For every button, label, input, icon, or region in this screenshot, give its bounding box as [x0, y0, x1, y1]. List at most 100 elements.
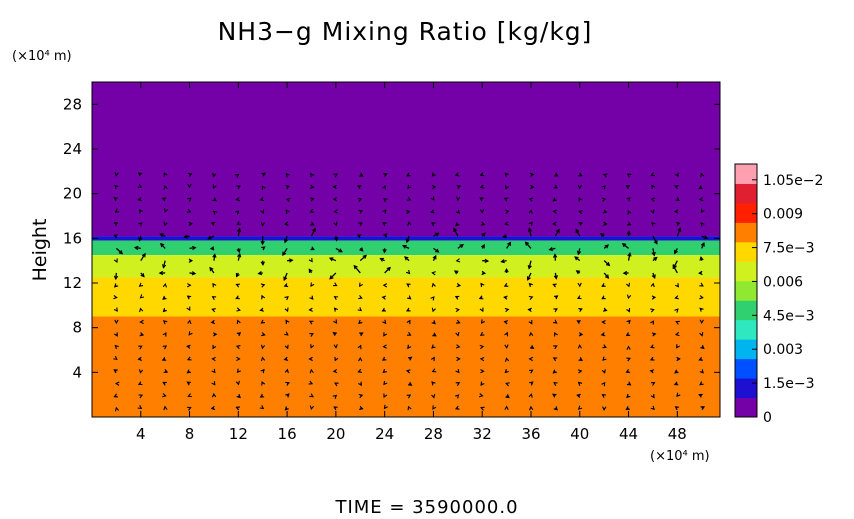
wind-vector-head	[432, 254, 437, 260]
wind-vector-head	[504, 368, 509, 374]
wind-vector-head	[114, 381, 120, 386]
wind-vector-head	[674, 185, 679, 190]
wind-vector-head	[431, 271, 436, 276]
wind-vector-head	[528, 197, 534, 202]
wind-vector-head	[138, 345, 143, 350]
wind-vector-head	[284, 307, 289, 313]
wind-vector-head	[235, 283, 241, 288]
wind-vector-head	[503, 320, 509, 325]
wind-vector-head	[578, 332, 584, 337]
wind-vector-head	[650, 405, 655, 410]
wind-vector	[162, 260, 166, 268]
wind-vector-head	[207, 235, 212, 240]
wind-vector-head	[626, 357, 631, 362]
wind-vector-head	[333, 296, 339, 301]
wind-vector-head	[528, 282, 533, 288]
wind-vector	[603, 260, 610, 266]
wind-vector-head	[407, 184, 412, 190]
wind-vector-head	[236, 307, 241, 312]
wind-vector-head	[137, 405, 143, 410]
wind-vector-head	[479, 197, 484, 202]
wind-vector-head	[552, 369, 557, 374]
wind-vector-head	[650, 172, 655, 177]
wind-vector-head	[653, 256, 658, 261]
wind-vector-head	[601, 185, 606, 190]
wind-vector-head	[577, 282, 582, 288]
wind-vector-head	[310, 172, 315, 178]
wind-vector-head	[333, 406, 338, 411]
chart-title: NH3−g Mixing Ratio [kg/kg]	[218, 17, 593, 46]
wind-vector-head	[455, 209, 461, 215]
wind-vector-head	[257, 271, 263, 276]
wind-vector-head	[650, 282, 655, 288]
wind-vector-head	[480, 381, 485, 387]
colorbar-segment	[735, 202, 757, 223]
wind-vector-head	[308, 268, 313, 273]
wind-vector-head	[626, 345, 631, 350]
wind-vector-head	[479, 172, 485, 177]
colorbar-segment	[735, 222, 757, 243]
wind-vector-head	[285, 319, 290, 325]
wind-vector-head	[674, 308, 679, 313]
wind-vector-head	[675, 196, 680, 201]
wind-vector-head	[627, 252, 632, 257]
wind-vector-head	[625, 406, 630, 411]
wind-vector-head	[260, 368, 265, 374]
heatmap-layer	[92, 240, 720, 256]
wind-vector-head	[527, 307, 532, 312]
wind-vector	[115, 247, 123, 255]
wind-vector-head	[575, 270, 581, 275]
wind-vector-head	[359, 172, 364, 177]
wind-vector-head	[456, 185, 462, 190]
wind-vector	[528, 228, 532, 237]
colorbar-segment	[735, 339, 757, 360]
wind-vector-head	[113, 197, 118, 202]
wind-vector-head	[386, 266, 391, 272]
wind-vector-head	[311, 227, 316, 233]
wind-vector-head	[353, 264, 358, 270]
wind-vector-head	[504, 307, 510, 313]
wind-vector-head	[362, 254, 367, 259]
wind-vector-head	[454, 172, 460, 177]
wind-vector-head	[114, 344, 119, 350]
wind-vector-head	[407, 356, 413, 361]
wind-vector-head	[260, 356, 266, 362]
wind-vector-head	[210, 221, 216, 226]
wind-vector-head	[602, 356, 607, 361]
wind-vector-head	[528, 209, 533, 214]
wind-vector-head	[283, 356, 289, 361]
wind-vector-head	[456, 196, 461, 202]
wind-vector-head	[578, 222, 583, 226]
wind-vector-head	[211, 308, 216, 313]
wind-vector	[622, 243, 629, 249]
wind-vector-head	[406, 307, 411, 312]
wind-vector-head	[162, 320, 168, 325]
wind-vector-head	[382, 249, 387, 254]
wind-vector-head	[431, 344, 436, 349]
wind-vector-head	[626, 308, 631, 313]
wind-vector-head	[405, 238, 410, 244]
wind-vector-head	[432, 405, 437, 410]
wind-vector-head	[673, 264, 677, 269]
wind-vector-head	[459, 243, 464, 249]
wind-vector-head	[577, 369, 583, 374]
wind-vector-head	[358, 393, 364, 399]
colorbar-tick-label: 1.05e−2	[763, 173, 823, 189]
wind-vector-head	[430, 222, 436, 227]
wind-vector-head	[553, 295, 559, 300]
x-unit-label: (×10⁴ m)	[650, 449, 710, 464]
colorbar: 0 1.5e−3 0.003 4.5e−3 0.006 7.5e−3 0.009 1.05e−…	[734, 163, 823, 426]
wind-vector	[359, 254, 367, 262]
wind-vector-head	[210, 319, 216, 325]
wind-vector-head	[186, 381, 191, 386]
wind-vector-head	[621, 242, 627, 248]
wind-vector-head	[114, 172, 119, 177]
wind-vector-head	[529, 381, 534, 386]
wind-vector-head	[673, 381, 679, 386]
wind-vector-head	[699, 332, 704, 337]
wind-vector-head	[284, 344, 289, 350]
wind-vector-head	[261, 172, 267, 177]
wind-vector-head	[698, 393, 703, 398]
wind-vector-head	[676, 344, 681, 349]
wind-vector-head	[259, 196, 265, 202]
